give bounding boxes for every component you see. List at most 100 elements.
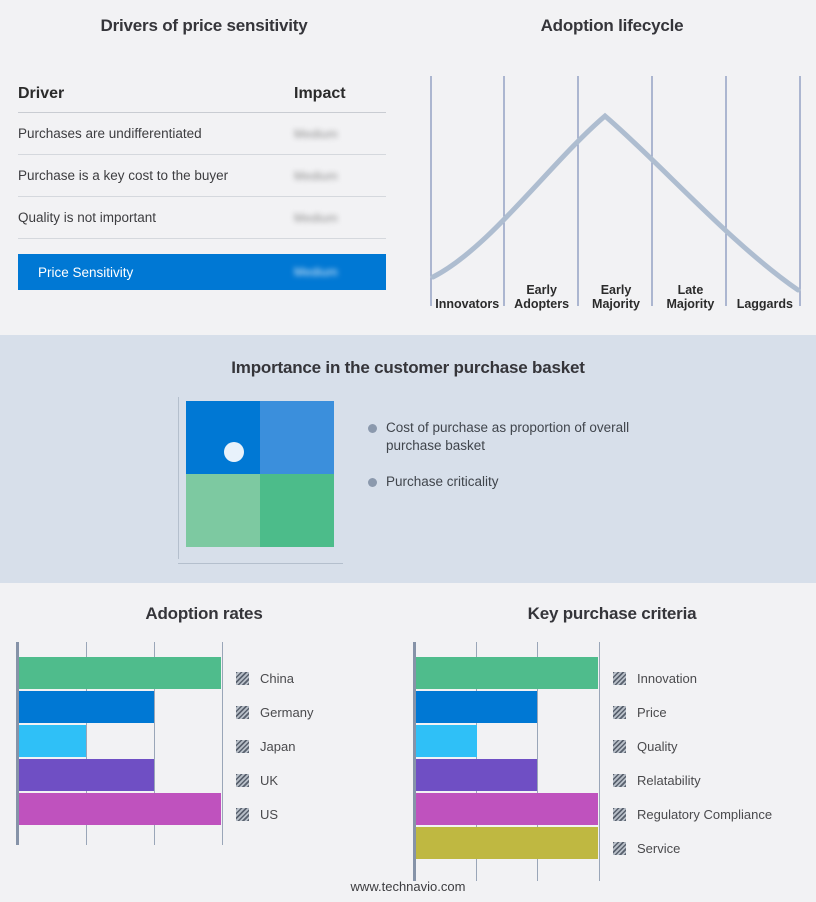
gridline (86, 642, 87, 845)
table-row: Purchase is a key cost to the buyer Medi… (18, 155, 386, 197)
hatch-swatch-icon (236, 807, 249, 821)
impact-value-redacted: Medium (294, 168, 338, 183)
hatch-swatch-icon (613, 671, 626, 685)
driver-label: Purchase is a key cost to the buyer (18, 168, 229, 183)
hatch-swatch-icon (236, 671, 249, 685)
stage-label: Early Adopters (514, 283, 570, 311)
lifecycle-stage-early-adopters: Early Adopters (504, 68, 578, 313)
legend-label: Cost of purchase as proportion of overal… (386, 420, 630, 453)
purchase-basket-panel: Importance in the customer purchase bask… (0, 335, 816, 583)
bar-price (416, 691, 538, 723)
impact-value-redacted: Medium (294, 210, 338, 225)
bar-relatability (416, 759, 538, 791)
bars (416, 657, 598, 861)
legend-label: Price (637, 704, 667, 720)
gridline (537, 642, 538, 881)
legend-label: US (260, 806, 279, 822)
hatch-swatch-icon (613, 807, 626, 821)
bell-curve-svg (430, 76, 801, 306)
legend-item: Regulatory Compliance (613, 798, 772, 830)
impact-value-redacted: Medium (294, 126, 338, 141)
column-header-driver: Driver (18, 85, 65, 102)
footer-url: www.technavio.com (350, 879, 466, 894)
quadrant-top-right (260, 401, 334, 474)
key-purchase-criteria-chart: Innovation Price Quality Relatability (413, 642, 772, 881)
stage-label: Late Majority (666, 283, 715, 311)
adoption-rates-panel: Adoption rates (0, 583, 408, 902)
drivers-table: Driver Impact Purchases are undifferenti… (18, 85, 386, 290)
lifecycle-stage-labels: Innovators Early Adopters Early Majority… (430, 68, 802, 313)
legend-item: Relatability (613, 764, 772, 796)
legend-label: Purchase criticality (386, 474, 499, 489)
lifecycle-stage-innovators: Innovators (430, 68, 504, 313)
key-purchase-criteria-legend: Innovation Price Quality Relatability (613, 662, 772, 866)
bar-quality (416, 725, 477, 757)
legend-item: China (236, 662, 313, 694)
gridline (154, 642, 155, 845)
position-dot-icon (224, 442, 244, 462)
bar-innovation (416, 657, 598, 689)
plot-area (16, 642, 223, 845)
legend-label: Germany (260, 704, 314, 720)
legend-item: Japan (236, 730, 313, 762)
bottom-charts-row: Adoption rates (0, 583, 816, 902)
table-row: Purchases are undifferentiated Medium (18, 113, 386, 155)
driver-label: Quality is not important (18, 210, 157, 225)
legend-label: China (260, 670, 294, 686)
bar-regulatory-compliance (416, 793, 598, 825)
legend-item: Cost of purchase as proportion of overal… (368, 419, 698, 455)
legend-item: Service (613, 832, 772, 864)
adoption-rates-legend: China Germany Japan UK (236, 662, 313, 832)
quadrant-top-left (186, 401, 260, 474)
legend-label: UK (260, 772, 279, 788)
hatch-swatch-icon (613, 705, 626, 719)
bullet-dot-icon (368, 424, 377, 433)
legend-item: Price (613, 696, 772, 728)
hatch-swatch-icon (613, 739, 626, 753)
adoption-lifecycle-chart: Innovators Early Adopters Early Majority… (430, 68, 802, 313)
quadrant-chart (178, 397, 343, 564)
summary-impact-cell: Medium (294, 263, 386, 281)
adoption-rates-title: Adoption rates (145, 604, 263, 623)
key-purchase-criteria-title: Key purchase criteria (527, 604, 697, 623)
hatch-swatch-icon (236, 773, 249, 787)
bar-germany (19, 691, 154, 723)
legend-item: Purchase criticality (368, 473, 698, 491)
legend-label: Service (637, 840, 681, 856)
drivers-panel: Drivers of price sensitivity Driver Impa… (0, 0, 408, 335)
bar-china (19, 657, 221, 689)
quadrant-bottom-left (186, 474, 260, 547)
legend-label: Quality (637, 738, 678, 754)
impact-value-cell: Medium (294, 125, 386, 143)
adoption-lifecycle-panel: Adoption lifecycle Innovators (408, 0, 816, 335)
gridline (222, 642, 223, 845)
legend-item: Quality (613, 730, 772, 762)
quadrant-bottom-right (260, 474, 334, 547)
plot-area (413, 642, 600, 881)
legend-label: Regulatory Compliance (637, 806, 773, 822)
legend-label: Innovation (637, 670, 697, 686)
legend-label: Relatability (637, 772, 701, 788)
legend-item: Innovation (613, 662, 772, 694)
legend-item: UK (236, 764, 313, 796)
lifecycle-gridlines (430, 76, 801, 306)
adoption-curve (430, 112, 801, 293)
bar-uk (19, 759, 154, 791)
lifecycle-stage-early-majority: Early Majority (579, 68, 653, 313)
adoption-lifecycle-title: Adoption lifecycle (540, 16, 684, 35)
table-header-row: Driver Impact (18, 85, 386, 113)
purchase-basket-legend: Cost of purchase as proportion of overal… (368, 419, 698, 509)
bar-service (416, 827, 598, 859)
hatch-swatch-icon (236, 739, 249, 753)
gridline (599, 642, 600, 881)
purchase-basket-title: Importance in the customer purchase bask… (231, 358, 585, 377)
legend-item: US (236, 798, 313, 830)
bar-japan (19, 725, 87, 757)
impact-value-cell: Medium (294, 209, 386, 227)
impact-value-cell: Medium (294, 167, 386, 185)
legend-item: Germany (236, 696, 313, 728)
hatch-swatch-icon (613, 841, 626, 855)
quadrant-y-axis (178, 397, 179, 559)
lifecycle-stage-laggards: Laggards (728, 68, 802, 313)
